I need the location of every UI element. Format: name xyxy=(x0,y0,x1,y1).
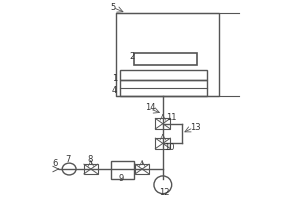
Text: 4: 4 xyxy=(112,86,117,95)
Text: 13: 13 xyxy=(190,123,201,132)
Text: 12: 12 xyxy=(160,188,170,197)
Text: 8: 8 xyxy=(87,155,92,164)
Bar xyxy=(155,118,170,129)
Text: 10: 10 xyxy=(164,143,175,152)
Bar xyxy=(134,53,197,64)
Text: 6: 6 xyxy=(52,159,58,168)
Bar xyxy=(155,138,170,149)
Text: 7: 7 xyxy=(65,155,71,164)
Text: 11: 11 xyxy=(167,113,177,122)
Bar xyxy=(84,164,98,174)
Bar xyxy=(120,70,207,80)
Text: 1: 1 xyxy=(112,74,117,83)
Bar xyxy=(111,161,134,179)
Text: 5: 5 xyxy=(110,3,115,12)
Text: 2: 2 xyxy=(130,52,135,61)
Text: 14: 14 xyxy=(145,103,155,112)
Bar xyxy=(120,80,207,96)
Bar xyxy=(116,13,219,96)
Text: 9: 9 xyxy=(119,174,124,183)
Bar xyxy=(135,164,149,174)
